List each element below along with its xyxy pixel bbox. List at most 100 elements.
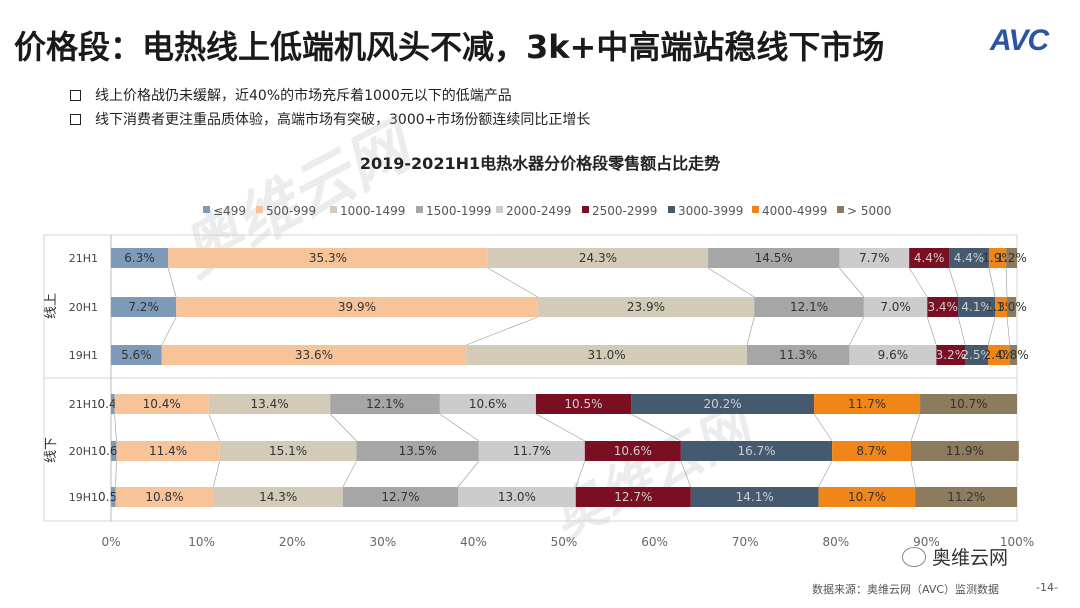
legend-label: 1500-1999 bbox=[426, 204, 491, 218]
bar-data-label: 14.5% bbox=[755, 251, 793, 265]
bar-segment bbox=[863, 297, 928, 317]
legend-swatch bbox=[256, 206, 263, 213]
chart-title: 2019-2021H1电热水器分价格段零售额占比走势 bbox=[359, 154, 721, 173]
series-connector-line bbox=[908, 267, 928, 298]
bar-segment bbox=[439, 394, 536, 414]
bar-segment bbox=[111, 345, 162, 365]
bar-data-label: 11.9% bbox=[946, 444, 984, 458]
series-connector-line bbox=[813, 413, 833, 442]
bar-segment bbox=[915, 487, 1017, 507]
series-connector-line bbox=[114, 413, 117, 442]
bar-data-label: 4.4% bbox=[914, 251, 945, 265]
bar-data-label: 11.2% bbox=[947, 490, 985, 504]
bar-data-label: 12.1% bbox=[790, 300, 828, 314]
bar-data-label: 15.1% bbox=[269, 444, 307, 458]
bar-segment bbox=[814, 394, 921, 414]
bullet-point-2: 线下消费者更注重品质体验，高端市场有突破，3000+市场份额连续同比正增长 bbox=[70, 109, 590, 129]
bar-segment bbox=[575, 487, 691, 507]
bullet-square-icon bbox=[70, 114, 81, 125]
legend-swatch bbox=[203, 206, 210, 213]
series-connector-line bbox=[208, 413, 220, 442]
bar-segment bbox=[849, 345, 937, 365]
bar-segment bbox=[176, 297, 538, 317]
bar-segment bbox=[356, 441, 479, 461]
bar-data-label: 31.0% bbox=[588, 348, 626, 362]
series-connector-line bbox=[1005, 267, 1008, 298]
bar-segment bbox=[1007, 297, 1017, 317]
legend-swatch bbox=[752, 206, 759, 213]
series-connector-line bbox=[988, 267, 996, 298]
bar-segment bbox=[535, 394, 632, 414]
bar-data-label: 33.6% bbox=[295, 348, 333, 362]
bar-data-label: 10.6% bbox=[614, 444, 652, 458]
series-connector-line bbox=[213, 460, 221, 488]
bar-segment bbox=[936, 345, 966, 365]
bar-segment bbox=[965, 345, 989, 365]
bar-segment bbox=[995, 297, 1008, 317]
bar-segment bbox=[754, 297, 864, 317]
bar-data-label: 3.4% bbox=[927, 300, 958, 314]
bar-segment bbox=[111, 248, 169, 268]
bar-data-label: 16.7% bbox=[737, 444, 775, 458]
bar-segment bbox=[116, 441, 220, 461]
series-connector-line bbox=[927, 316, 937, 346]
bullet-point-1: 线上价格战仍未缓解，近40%的市场充斥着1000元以下的低端产品 bbox=[70, 85, 512, 105]
bar-segment bbox=[487, 248, 709, 268]
row-label: 21H1 bbox=[69, 252, 98, 265]
group-label: 线上 bbox=[44, 293, 59, 319]
bar-data-label: 13.5% bbox=[399, 444, 437, 458]
legend-swatch bbox=[416, 206, 423, 213]
wechat-icon bbox=[902, 547, 926, 567]
bar-segment bbox=[988, 248, 1007, 268]
x-tick-label: 60% bbox=[641, 535, 668, 549]
bar-segment bbox=[219, 441, 357, 461]
bar-segment bbox=[478, 441, 585, 461]
series-connector-line bbox=[707, 267, 755, 298]
bar-data-label: 8.7% bbox=[856, 444, 887, 458]
bar-data-label: 1.9% bbox=[982, 251, 1013, 265]
x-tick-label: 100% bbox=[1000, 535, 1034, 549]
legend-label: 2000-2499 bbox=[506, 204, 571, 218]
bar-segment bbox=[111, 297, 177, 317]
legend-swatch bbox=[668, 206, 675, 213]
bar-data-label: 3.2% bbox=[936, 348, 967, 362]
series-connector-line bbox=[630, 413, 682, 442]
bar-segment bbox=[747, 345, 850, 365]
bar-segment bbox=[342, 487, 458, 507]
bar-data-label: 10.4% bbox=[143, 397, 181, 411]
bar-data-label: 2.4% bbox=[984, 348, 1015, 362]
series-connector-line bbox=[457, 460, 480, 488]
bar-segment bbox=[818, 487, 916, 507]
bullet-text-1: 线上价格战仍未缓解，近40%的市场充斥着1000元以下的低端产品 bbox=[95, 88, 512, 104]
bar-segment bbox=[208, 394, 331, 414]
series-connector-line bbox=[839, 267, 865, 298]
bar-data-label: 4.1% bbox=[961, 300, 992, 314]
bar-data-label: 7.7% bbox=[859, 251, 890, 265]
series-connector-line bbox=[987, 316, 996, 346]
series-connector-line bbox=[948, 267, 959, 298]
bar-segment bbox=[832, 441, 911, 461]
bar-data-label: 12.7% bbox=[614, 490, 652, 504]
series-connector-line bbox=[910, 460, 916, 488]
bar-segment bbox=[213, 487, 343, 507]
bar-data-label: 35.3% bbox=[309, 251, 347, 265]
series-connector-line bbox=[1006, 316, 1011, 346]
legend-label: 3000-3999 bbox=[678, 204, 743, 218]
wechat-account: 奥维云网 bbox=[902, 543, 1008, 570]
bar-data-label: 6.3% bbox=[124, 251, 155, 265]
series-connector-line bbox=[957, 316, 966, 346]
bar-data-label: 1.2% bbox=[996, 251, 1027, 265]
bar-data-label: 10.7% bbox=[949, 397, 987, 411]
series-connector-line bbox=[342, 460, 357, 488]
bar-data-label: 11.3% bbox=[779, 348, 817, 362]
x-tick-label: 20% bbox=[279, 535, 306, 549]
group-label: 线下 bbox=[44, 437, 59, 463]
bar-data-label: 14.3% bbox=[259, 490, 297, 504]
wechat-label: 奥维云网 bbox=[932, 547, 1009, 569]
series-connector-line bbox=[439, 413, 480, 442]
bar-data-label: 24.3% bbox=[579, 251, 617, 265]
bar-segment bbox=[680, 441, 833, 461]
x-tick-label: 10% bbox=[188, 535, 215, 549]
row-label: 21H1 bbox=[69, 398, 98, 411]
